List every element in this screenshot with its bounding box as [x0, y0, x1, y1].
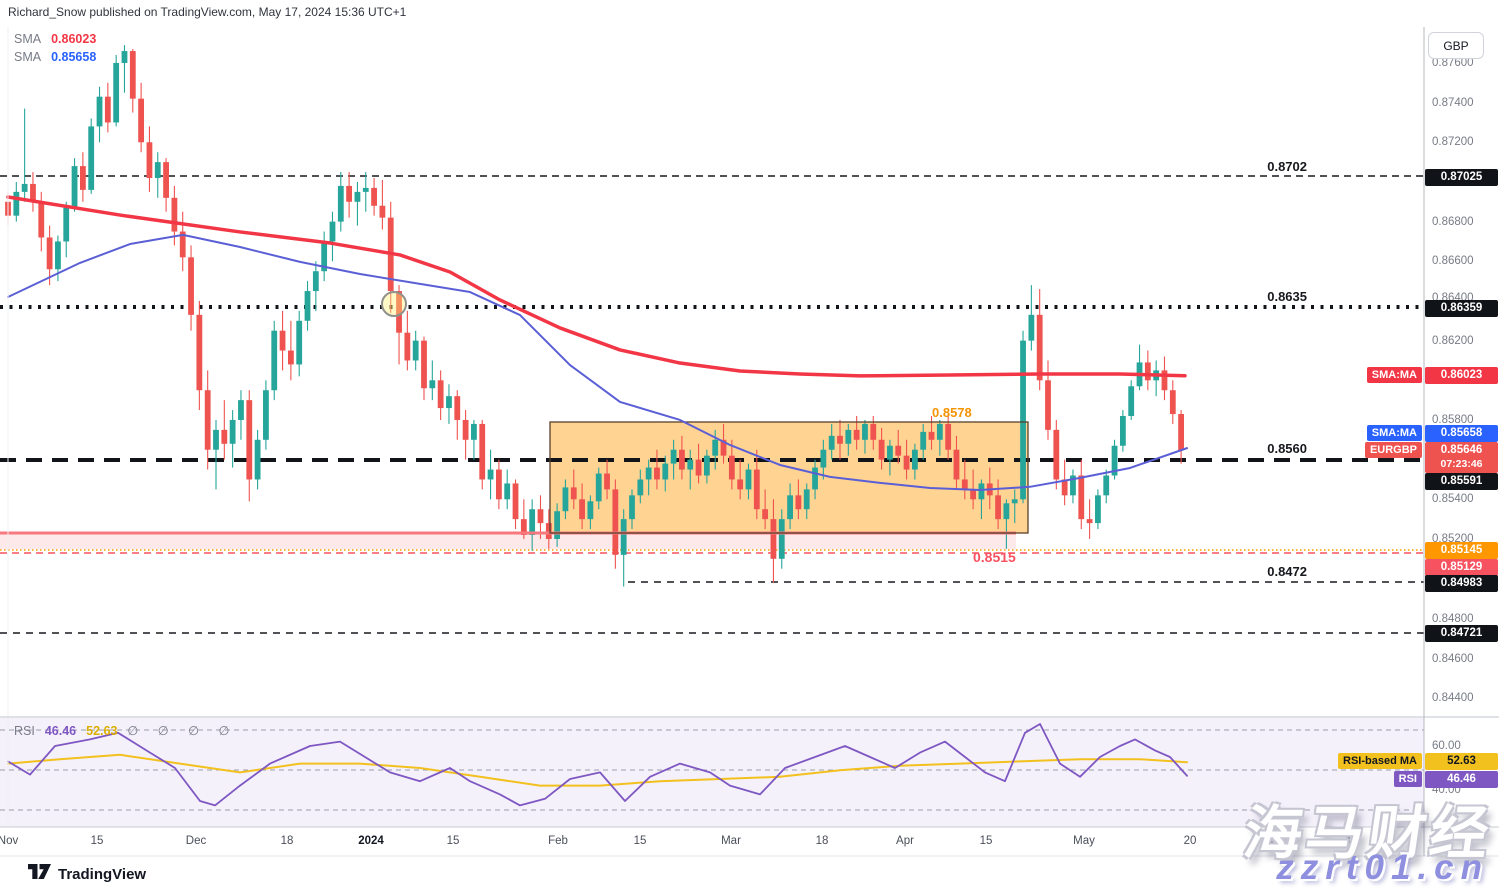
price-scale-chip: 0.84721 [1425, 624, 1498, 642]
price-tick: 0.84400 [1432, 692, 1474, 704]
price-tick: 0.85400 [1432, 493, 1474, 505]
price-tick: 0.87600 [1432, 57, 1474, 69]
sma-fast-label: SMA [14, 50, 42, 64]
rsi-empty-values: ∅ ∅ ∅ ∅ [127, 724, 238, 738]
price-tick: 60.00 [1432, 740, 1461, 752]
chip-price: 0.85145 [1440, 544, 1483, 556]
indicator-name-chip: RSI-based MA [1338, 753, 1422, 769]
tradingview-logo-icon [28, 863, 51, 885]
tradingview-logo-link[interactable]: TradingView [28, 863, 146, 885]
sma-slow-legend-row: SMA 0.86023 [14, 30, 96, 48]
sma-slow-line [6, 195, 1187, 378]
chip-price: 0.86359 [1440, 302, 1483, 314]
chip-price: 52.63 [1447, 755, 1476, 767]
price-tick: 0.84800 [1432, 613, 1474, 625]
x-axis-label: Jun [1267, 835, 1287, 847]
x-axis-label: Nov [0, 835, 19, 847]
price-tick: 0.87400 [1432, 97, 1474, 109]
tradingview-brand-text: TradingView [58, 865, 147, 883]
price-scale-chip: 52.63 [1425, 752, 1498, 770]
x-axis-label: May [1073, 835, 1095, 847]
publish-byline: Richard_Snow published on TradingView.co… [8, 5, 407, 19]
indicator-name-chip: EURGBP [1364, 442, 1422, 458]
chip-price: 0.86023 [1440, 369, 1483, 381]
price-tick: 0.87200 [1432, 136, 1474, 148]
chip-price: 0.85129 [1440, 561, 1483, 573]
price-tick: 0.86600 [1432, 255, 1474, 267]
price-scale-chip: 0.85129 [1425, 558, 1498, 576]
chip-countdown: 07:23:46 [1440, 458, 1483, 470]
x-axis-label: 18 [815, 835, 829, 847]
rsi-value: 46.46 [44, 723, 77, 738]
price-scale-chip: 0.87025 [1425, 168, 1498, 186]
x-axis-label: Mar [721, 835, 741, 847]
rsi-ma-value: 52.63 [86, 723, 118, 738]
chip-price: 0.85658 [1440, 427, 1483, 439]
zone-high-label: 0.8578 [932, 405, 972, 420]
rsi-ma-line [7, 753, 1188, 787]
price-scale-chip: 46.46 [1425, 770, 1498, 788]
chip-price: 0.84721 [1440, 627, 1483, 639]
chip-price: 46.46 [1447, 773, 1476, 785]
indicator-name-chip: SMA:MA [1366, 367, 1422, 383]
retest-circle-annotation [381, 291, 407, 317]
level-price-label: 0.8702 [1267, 159, 1307, 174]
chip-price: 0.87025 [1440, 171, 1483, 183]
chip-price: 0.85646 [1440, 444, 1483, 456]
rsi-label: RSI [14, 723, 35, 738]
level-price-label: 0.8560 [1267, 441, 1307, 456]
candles-layer [5, 45, 1185, 587]
x-axis-label: 20 [1183, 835, 1197, 847]
price-scale-chip: 0.85658 [1425, 424, 1498, 442]
price-scale-chip: 0.84983 [1425, 574, 1498, 592]
price-scale-chip: 0.85646 07:23:46 [1425, 441, 1498, 473]
sma-slow-value: 0.86023 [51, 32, 97, 46]
price-scale-chip: 0.85145 [1425, 541, 1498, 559]
level-price-label: 0.8635 [1267, 289, 1307, 304]
x-axis-label: 15 [979, 835, 993, 847]
indicator-legend: SMA 0.86023 SMA 0.85658 [14, 30, 96, 66]
x-axis-label: Apr [896, 835, 914, 847]
consolidation-box-border [549, 421, 1029, 534]
rsi-line [7, 723, 1188, 807]
price-tick: 0.86200 [1432, 335, 1474, 347]
price-tick: 0.84600 [1432, 653, 1474, 665]
x-axis-label: 2024 [358, 835, 384, 847]
support-price-label: 0.8515 [973, 549, 1016, 565]
x-axis-label: Dec [185, 835, 207, 847]
sma-fast-line [7, 233, 1188, 491]
price-scale-chip: 0.86359 [1425, 299, 1498, 317]
chip-price: 0.84983 [1440, 577, 1483, 589]
watermark-secondary: zzrt01.cn [1276, 848, 1489, 887]
x-axis-label: 17 [1345, 835, 1359, 847]
price-scale-chip: 0.86023 [1425, 366, 1498, 384]
x-axis-label: 18 [280, 835, 294, 847]
support-band-zone [0, 533, 1016, 549]
price-tick: 0.86800 [1432, 216, 1474, 228]
rsi-legend-row: RSI 46.46 52.63 ∅ ∅ ∅ ∅ [14, 723, 238, 739]
sma-slow-label: SMA [14, 32, 42, 46]
x-axis-label: 15 [446, 835, 460, 847]
price-scale-chip: 0.85591 [1425, 472, 1498, 490]
x-axis-label: 15 [90, 835, 104, 847]
currency-toggle-button[interactable]: GBP [1428, 32, 1484, 59]
x-axis-label: Feb [548, 835, 568, 847]
sma-fast-value: 0.85658 [51, 50, 97, 64]
chip-price: 0.85591 [1440, 475, 1483, 487]
sma-fast-legend-row: SMA 0.85658 [14, 48, 96, 66]
indicator-name-chip: SMA:MA [1366, 425, 1422, 441]
price-tick: 0.85800 [1432, 414, 1474, 426]
indicator-name-chip: RSI [1393, 771, 1422, 787]
level-price-label: 0.8472 [1267, 564, 1307, 579]
x-axis-label: 15 [633, 835, 647, 847]
